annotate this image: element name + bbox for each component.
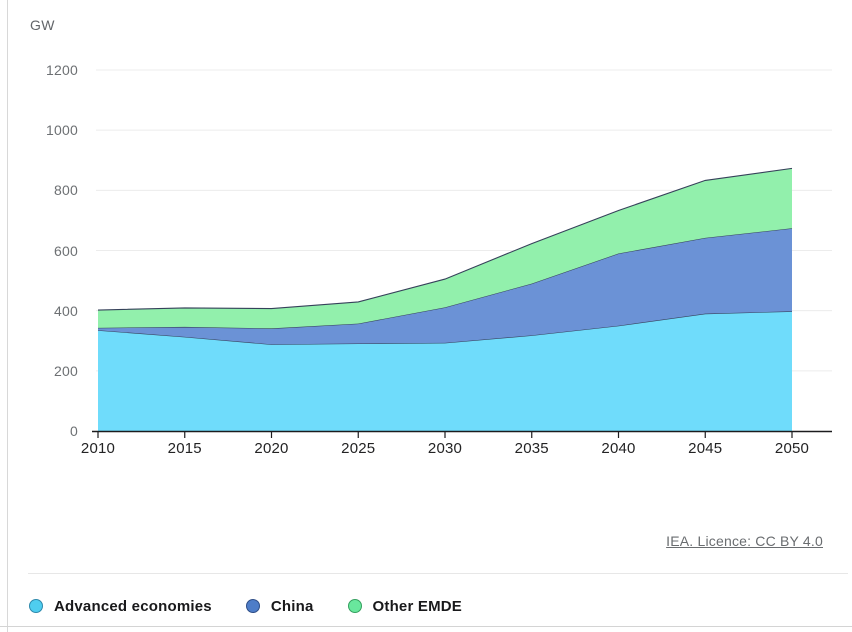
y-axis-unit-label: GW	[30, 17, 55, 33]
legend-item-other-emde[interactable]: Other EMDE	[347, 597, 463, 615]
legend-dot-icon	[245, 599, 260, 613]
legend-label-advanced-economies: Advanced economies	[54, 597, 212, 615]
area-other-emde[interactable]	[98, 168, 792, 329]
y-tick-label-800: 800	[54, 182, 78, 199]
page-bottom-border	[0, 626, 852, 627]
legend-label-china: China	[270, 597, 314, 615]
x-tick-label-2040: 2040	[601, 440, 636, 457]
y-tick-label-200: 200	[54, 362, 78, 379]
boundary-other-emde	[97, 167, 793, 311]
licence-link[interactable]: IEA. Licence: CC BY 4.0	[666, 533, 823, 549]
x-tick-label-2010: 2010	[80, 440, 116, 457]
legend-dot-icon	[347, 599, 362, 613]
x-tick-label-2050: 2050	[774, 440, 810, 457]
x-tick-label-2025: 2025	[341, 440, 376, 457]
y-tick-label-1000: 1000	[46, 122, 78, 139]
x-tick-label-2035: 2035	[514, 440, 549, 457]
x-tick-label-2045: 2045	[688, 440, 723, 457]
legend-divider	[28, 573, 848, 574]
y-tick-label-0: 0	[70, 423, 78, 439]
legend-label-other-emde: Other EMDE	[372, 597, 463, 615]
page-left-border	[7, 0, 8, 632]
area-advanced-economies[interactable]	[98, 311, 792, 431]
area-china[interactable]	[98, 228, 792, 345]
x-tick-label-2020: 2020	[254, 440, 289, 457]
x-tick-label-2015: 2015	[167, 440, 202, 457]
chart-legend: Advanced economies China Other EMDE	[29, 593, 462, 619]
x-tick-label-2030: 2030	[427, 440, 463, 457]
y-tick-label-400: 400	[54, 302, 78, 319]
legend-item-advanced-economies[interactable]: Advanced economies	[29, 598, 212, 615]
legend-dot-icon	[29, 599, 43, 613]
stacked-area-chart[interactable]	[0, 0, 852, 500]
legend-item-china[interactable]: China	[245, 597, 314, 615]
y-tick-label-600: 600	[54, 242, 78, 259]
y-tick-label-1200: 1200	[46, 62, 78, 78]
